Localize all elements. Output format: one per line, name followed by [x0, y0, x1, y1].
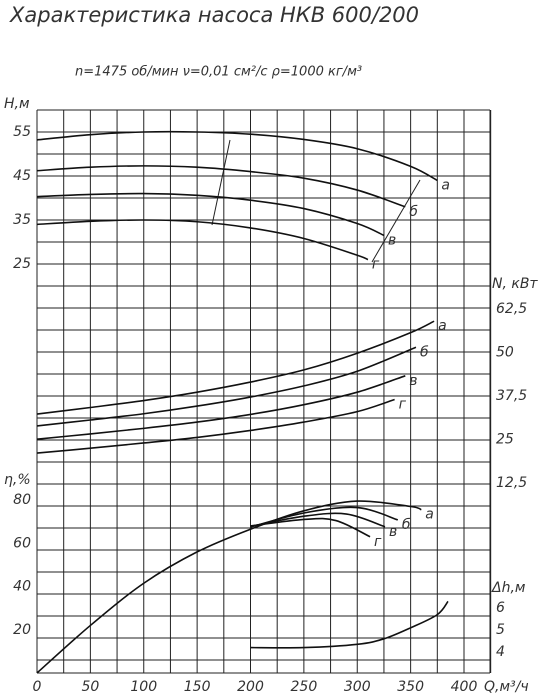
series-label: б	[402, 517, 411, 533]
series-label: в	[388, 232, 396, 248]
curve	[36, 500, 422, 674]
x-tick-label: 200	[237, 679, 264, 695]
x-tick-label: 50	[81, 679, 99, 695]
curve	[36, 219, 369, 261]
series-label: в	[409, 373, 417, 389]
series-label: в	[389, 524, 397, 540]
curve	[36, 130, 438, 182]
connector-line	[211, 139, 231, 226]
chart-subtitle: n=1475 об/мин ν=0,01 см²/с ρ=1000 кг/м³	[75, 65, 362, 80]
curve	[36, 192, 385, 237]
chart-title: Характеристика насоса НКВ 600/200	[9, 3, 419, 27]
y-tick-label: 5	[496, 622, 505, 638]
y-tick-label: 25	[496, 432, 514, 448]
series-label: а	[438, 318, 447, 334]
curve	[250, 600, 449, 649]
connector-line	[371, 179, 421, 263]
series-label: а	[425, 507, 434, 523]
x-axis-label: Q,м³/ч	[484, 679, 529, 695]
curve	[36, 346, 417, 427]
y-tick-label: 50	[496, 345, 514, 361]
x-tick-label: 300	[344, 679, 371, 695]
curve	[250, 512, 386, 528]
x-tick-label: 100	[130, 679, 157, 695]
curve	[36, 375, 406, 440]
curve	[36, 398, 395, 454]
x-tick-label: 150	[184, 679, 211, 695]
y-axis-label: η,%	[4, 472, 31, 488]
y-axis-label: H,м	[4, 96, 30, 112]
y-tick-label: 40	[13, 579, 31, 595]
y-tick-label: 80	[13, 492, 31, 508]
curve	[36, 165, 406, 208]
y-tick-label: 12,5	[496, 475, 527, 491]
x-tick-label: 0	[33, 679, 42, 695]
y-tick-label: 37,5	[496, 388, 527, 404]
y-axis-label: Δh,м	[491, 580, 526, 596]
y-tick-label: 4	[496, 644, 505, 660]
y-tick-label: 25	[13, 256, 31, 272]
y-axis-label: N, кВт	[492, 276, 538, 292]
series-label: б	[409, 204, 418, 220]
series-label: г	[374, 534, 382, 550]
y-tick-label: 60	[13, 535, 31, 551]
y-tick-label: 45	[13, 168, 31, 184]
x-tick-label: 250	[291, 679, 318, 695]
x-tick-label: 350	[397, 679, 424, 695]
y-tick-label: 55	[13, 124, 31, 140]
y-tick-label: 62,5	[496, 301, 527, 317]
x-tick-label: 400	[451, 679, 478, 695]
curve	[36, 320, 435, 415]
y-tick-label: 35	[13, 212, 31, 228]
y-tick-label: 20	[13, 622, 31, 638]
y-tick-label: 6	[496, 600, 505, 616]
curve	[250, 506, 399, 528]
series-label: г	[399, 396, 407, 412]
series-label: б	[420, 344, 429, 360]
series-label: а	[441, 177, 450, 193]
series-label: г	[372, 257, 380, 273]
curve	[250, 517, 371, 538]
